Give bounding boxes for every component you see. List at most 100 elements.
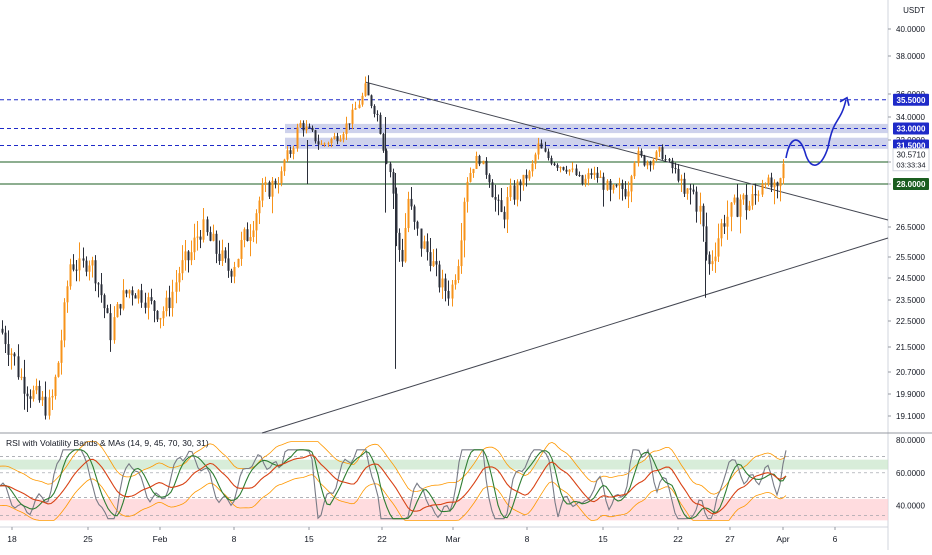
candle-body [757,194,760,196]
candle-body [162,311,165,319]
candle-body [193,237,196,253]
candle-body [240,240,243,259]
candle-body [72,264,75,270]
candle-body [745,194,748,211]
candle-body [382,133,385,151]
candle-body [432,261,435,266]
candle-body [32,390,35,399]
candle-body [736,197,739,217]
candle-body [51,395,54,398]
candle-body [627,191,630,197]
candle-body [640,150,643,156]
candle-body [581,175,584,184]
x-tick-label: 22 [377,534,387,544]
y-tick-label: 38.0000 [896,52,925,61]
candle-body [364,83,367,96]
candle-body [184,251,187,261]
candle-body [339,139,342,142]
candle-body [299,122,302,128]
candle-body [75,269,78,271]
y-tick-label: 34.0000 [896,113,925,122]
candle-body [57,362,60,377]
candle-body [500,200,503,212]
candle-body [544,148,547,152]
candle-body [224,250,227,259]
candle-body [537,143,540,155]
candle-body [606,180,609,190]
candle-body [345,123,348,135]
level-badge [893,93,929,106]
candle-body [237,258,240,267]
candle-body [283,159,286,172]
x-tick-label: 6 [833,534,838,544]
candle-body [342,134,345,140]
candle-body [212,233,215,241]
candle-body [571,168,574,170]
candle-body [488,174,491,183]
candle-body [159,318,162,320]
candle-body [705,226,708,255]
rsi-band [0,499,888,521]
candle-body [618,183,621,186]
candle-body [695,191,698,212]
candle-body [202,219,205,240]
candle-body [361,95,364,105]
candle-body [367,83,370,96]
candle-body [63,302,66,341]
candle-body [190,252,193,261]
candle-body [370,95,373,106]
candle-body [311,127,314,131]
candle-body [612,185,615,190]
candle-body [44,396,47,416]
candle-body [522,174,525,186]
rsi-indicator-title[interactable]: RSI with Volatility Bands & MAs (14, 9, … [6,438,209,448]
candle-body [674,168,677,170]
candle-body [559,167,562,169]
candle-body [156,310,159,320]
candle-body [376,113,379,115]
candle-body [354,108,357,110]
candle-body [590,173,593,175]
candle-body [85,260,88,272]
rsi-y-tick-label: 60.0000 [896,469,925,478]
y-tick-label: 19.9000 [896,390,925,399]
candle-body [4,332,7,345]
candle-body [243,229,246,241]
candle-body [125,290,128,294]
candle-body [97,283,100,285]
ascending-trendline [261,237,889,434]
candle-body [178,273,181,283]
x-tick-label: Feb [153,534,168,544]
x-tick-label: 22 [673,534,683,544]
candle-body [395,193,398,233]
candle-body [723,223,726,227]
candle-body [147,297,150,308]
candle-body [249,237,252,241]
candle-body [209,232,212,241]
candle-body [277,183,280,185]
candle-body [168,297,171,309]
candle-body [615,185,618,187]
last-price-label: 30.5710 [897,151,926,160]
candle-body [699,205,702,212]
candle-body [320,143,323,145]
candle-body [680,178,683,181]
candle-body [29,396,32,399]
x-tick-label: Apr [776,534,789,544]
candle-body [754,194,757,196]
candle-body [69,264,72,287]
candle-body [131,290,134,296]
candle-body [38,385,41,401]
candle-body [218,253,221,261]
candle-body [20,376,23,378]
x-tick-label: 27 [725,534,735,544]
candle-body [534,154,537,164]
candle-body [429,252,432,266]
candle-body [655,151,658,161]
candle-body [91,260,94,266]
candle-body [246,229,249,241]
candle-body [435,261,438,265]
candle-body [221,250,224,261]
